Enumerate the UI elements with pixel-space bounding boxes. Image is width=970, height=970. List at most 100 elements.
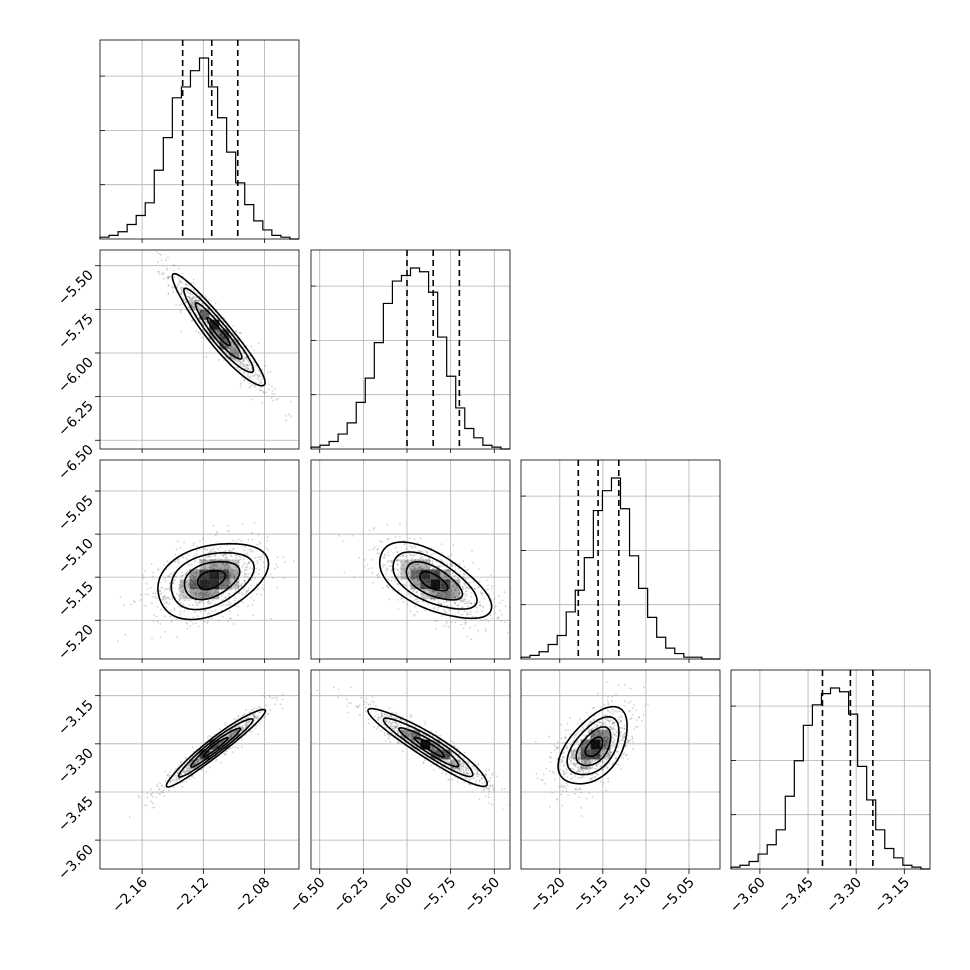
sample-point <box>431 735 434 737</box>
density-cell <box>420 569 431 580</box>
sample-point <box>387 722 390 725</box>
sample-point <box>177 277 180 280</box>
sample-point <box>243 568 246 571</box>
sample-point <box>173 578 176 581</box>
sample-point <box>441 765 444 768</box>
sample-point <box>190 304 193 306</box>
sample-point <box>162 791 164 794</box>
sample-point <box>440 575 443 578</box>
sample-point <box>562 769 564 772</box>
sample-point <box>233 718 235 720</box>
sample-point <box>409 731 411 734</box>
sample-point <box>207 602 210 605</box>
sample-point <box>226 559 229 561</box>
sample-point <box>182 574 185 577</box>
sample-point <box>229 575 232 578</box>
sample-point <box>416 580 419 583</box>
sample-point <box>208 735 211 737</box>
sample-point <box>200 600 203 603</box>
sample-point <box>177 560 180 563</box>
sample-point <box>367 568 370 570</box>
sample-point <box>394 727 396 729</box>
sample-point <box>410 715 413 717</box>
sample-point <box>430 764 432 766</box>
sample-point <box>476 772 479 775</box>
sample-point <box>430 745 433 748</box>
sample-point <box>237 614 240 617</box>
sample-point <box>465 767 468 770</box>
density-cell <box>189 299 200 310</box>
sample-point <box>174 553 177 556</box>
sample-point <box>385 726 387 729</box>
sample-point <box>205 594 208 597</box>
sample-point <box>443 609 446 612</box>
sample-point <box>184 599 186 602</box>
sample-point <box>465 635 468 638</box>
sample-point <box>208 567 211 569</box>
sample-point <box>242 352 245 355</box>
sample-point <box>232 547 235 550</box>
sample-point <box>606 719 608 722</box>
sample-point <box>189 763 192 766</box>
sample-point <box>464 769 467 772</box>
sample-point <box>282 693 284 696</box>
sample-point <box>573 762 576 764</box>
sample-point <box>243 573 246 576</box>
sample-point <box>358 556 361 559</box>
sample-point <box>428 588 431 591</box>
sample-point <box>194 599 197 602</box>
sample-point <box>565 772 568 775</box>
sample-point <box>274 703 277 706</box>
sample-point <box>227 564 230 567</box>
sample-point <box>465 590 468 593</box>
sample-point <box>439 573 442 575</box>
sample-point <box>271 697 273 700</box>
sample-point <box>585 711 588 714</box>
sample-point <box>484 795 487 798</box>
sample-point <box>407 733 410 736</box>
sample-point <box>448 609 451 612</box>
sample-point <box>217 329 219 331</box>
sample-point <box>431 553 433 556</box>
sample-point <box>397 742 399 744</box>
sample-point <box>163 564 165 567</box>
sample-point <box>208 566 211 569</box>
histogram-panel-2 <box>520 459 721 660</box>
sample-point <box>407 734 410 737</box>
sample-point <box>259 542 262 545</box>
sample-point <box>193 297 196 300</box>
sample-point <box>204 592 207 594</box>
density-cell <box>219 559 230 570</box>
density-cell <box>450 589 461 600</box>
sample-point <box>373 726 375 728</box>
sample-point <box>607 701 610 704</box>
sample-point <box>195 622 198 624</box>
sample-point <box>460 623 462 626</box>
sample-point <box>232 358 235 361</box>
sample-point <box>451 778 454 781</box>
sample-point <box>458 753 461 756</box>
sample-point <box>623 732 626 734</box>
sample-point <box>243 380 246 382</box>
sample-point <box>208 333 211 335</box>
sample-point <box>441 552 444 554</box>
sample-point <box>178 597 181 600</box>
sample-point <box>169 575 171 578</box>
sample-point <box>404 583 407 586</box>
sample-point <box>624 705 627 707</box>
sample-point <box>236 360 239 363</box>
sample-point <box>284 561 286 564</box>
sample-point <box>247 368 250 370</box>
sample-point <box>400 597 403 600</box>
sample-point <box>258 711 260 714</box>
sample-point <box>247 721 250 723</box>
sample-point <box>205 355 208 358</box>
sample-point <box>268 383 270 386</box>
sample-point <box>380 729 382 732</box>
sample-point <box>220 554 223 557</box>
sample-point <box>178 598 181 601</box>
sample-point <box>347 702 350 705</box>
sample-point <box>468 587 470 590</box>
sample-point <box>198 305 201 308</box>
sample-point <box>616 750 619 753</box>
